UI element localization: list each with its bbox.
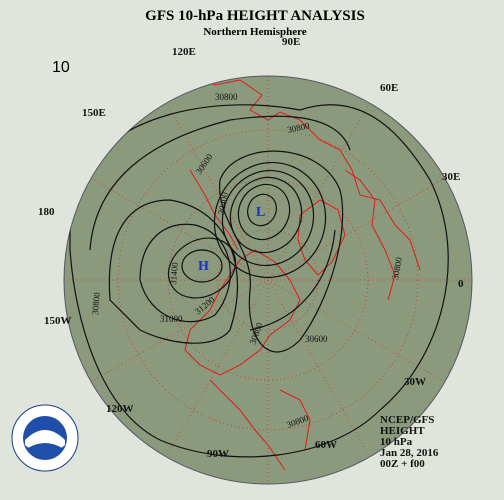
- contour-label: 30800: [90, 291, 102, 315]
- subtitle: Northern Hemisphere: [203, 26, 306, 38]
- longitude-label: 30W: [404, 376, 426, 388]
- longitude-label: 150E: [82, 107, 106, 119]
- graticule: [64, 76, 472, 484]
- noaa-logo: [11, 404, 79, 472]
- longitude-label: 30E: [442, 171, 460, 183]
- longitude-label: 60E: [380, 82, 398, 94]
- title: GFS 10-hPa HEIGHT ANALYSIS: [145, 8, 365, 24]
- longitude-label: 150W: [44, 315, 72, 327]
- panel-label: 10: [52, 59, 70, 76]
- info-line: 10 hPa: [380, 436, 413, 448]
- longitude-label: 90E: [282, 36, 300, 48]
- contour-label: 30800: [390, 256, 404, 280]
- longitude-label: 120E: [172, 46, 196, 58]
- contour-label: 31000: [160, 314, 183, 324]
- longitude-label: 0: [458, 278, 464, 290]
- info-line: 00Z + f00: [380, 458, 425, 470]
- longitude-label: 180: [38, 206, 55, 218]
- longitude-label: 90W: [207, 448, 229, 460]
- contour-label: 30600: [305, 334, 328, 344]
- contour-label: 31400: [168, 261, 180, 285]
- info-line: Jan 28, 2016: [380, 447, 439, 459]
- info-line: NCEP/GFS: [380, 414, 434, 426]
- contour-label: 30800: [286, 120, 311, 135]
- low-center: L: [256, 205, 265, 220]
- contour-label: 30400: [216, 191, 230, 215]
- high-center: H: [198, 259, 209, 274]
- longitude-label: 120W: [106, 403, 134, 415]
- info-line: HEIGHT: [380, 425, 425, 437]
- contours: [69, 104, 449, 458]
- longitude-label: 60W: [315, 439, 337, 451]
- contour-label: 30800: [215, 92, 238, 102]
